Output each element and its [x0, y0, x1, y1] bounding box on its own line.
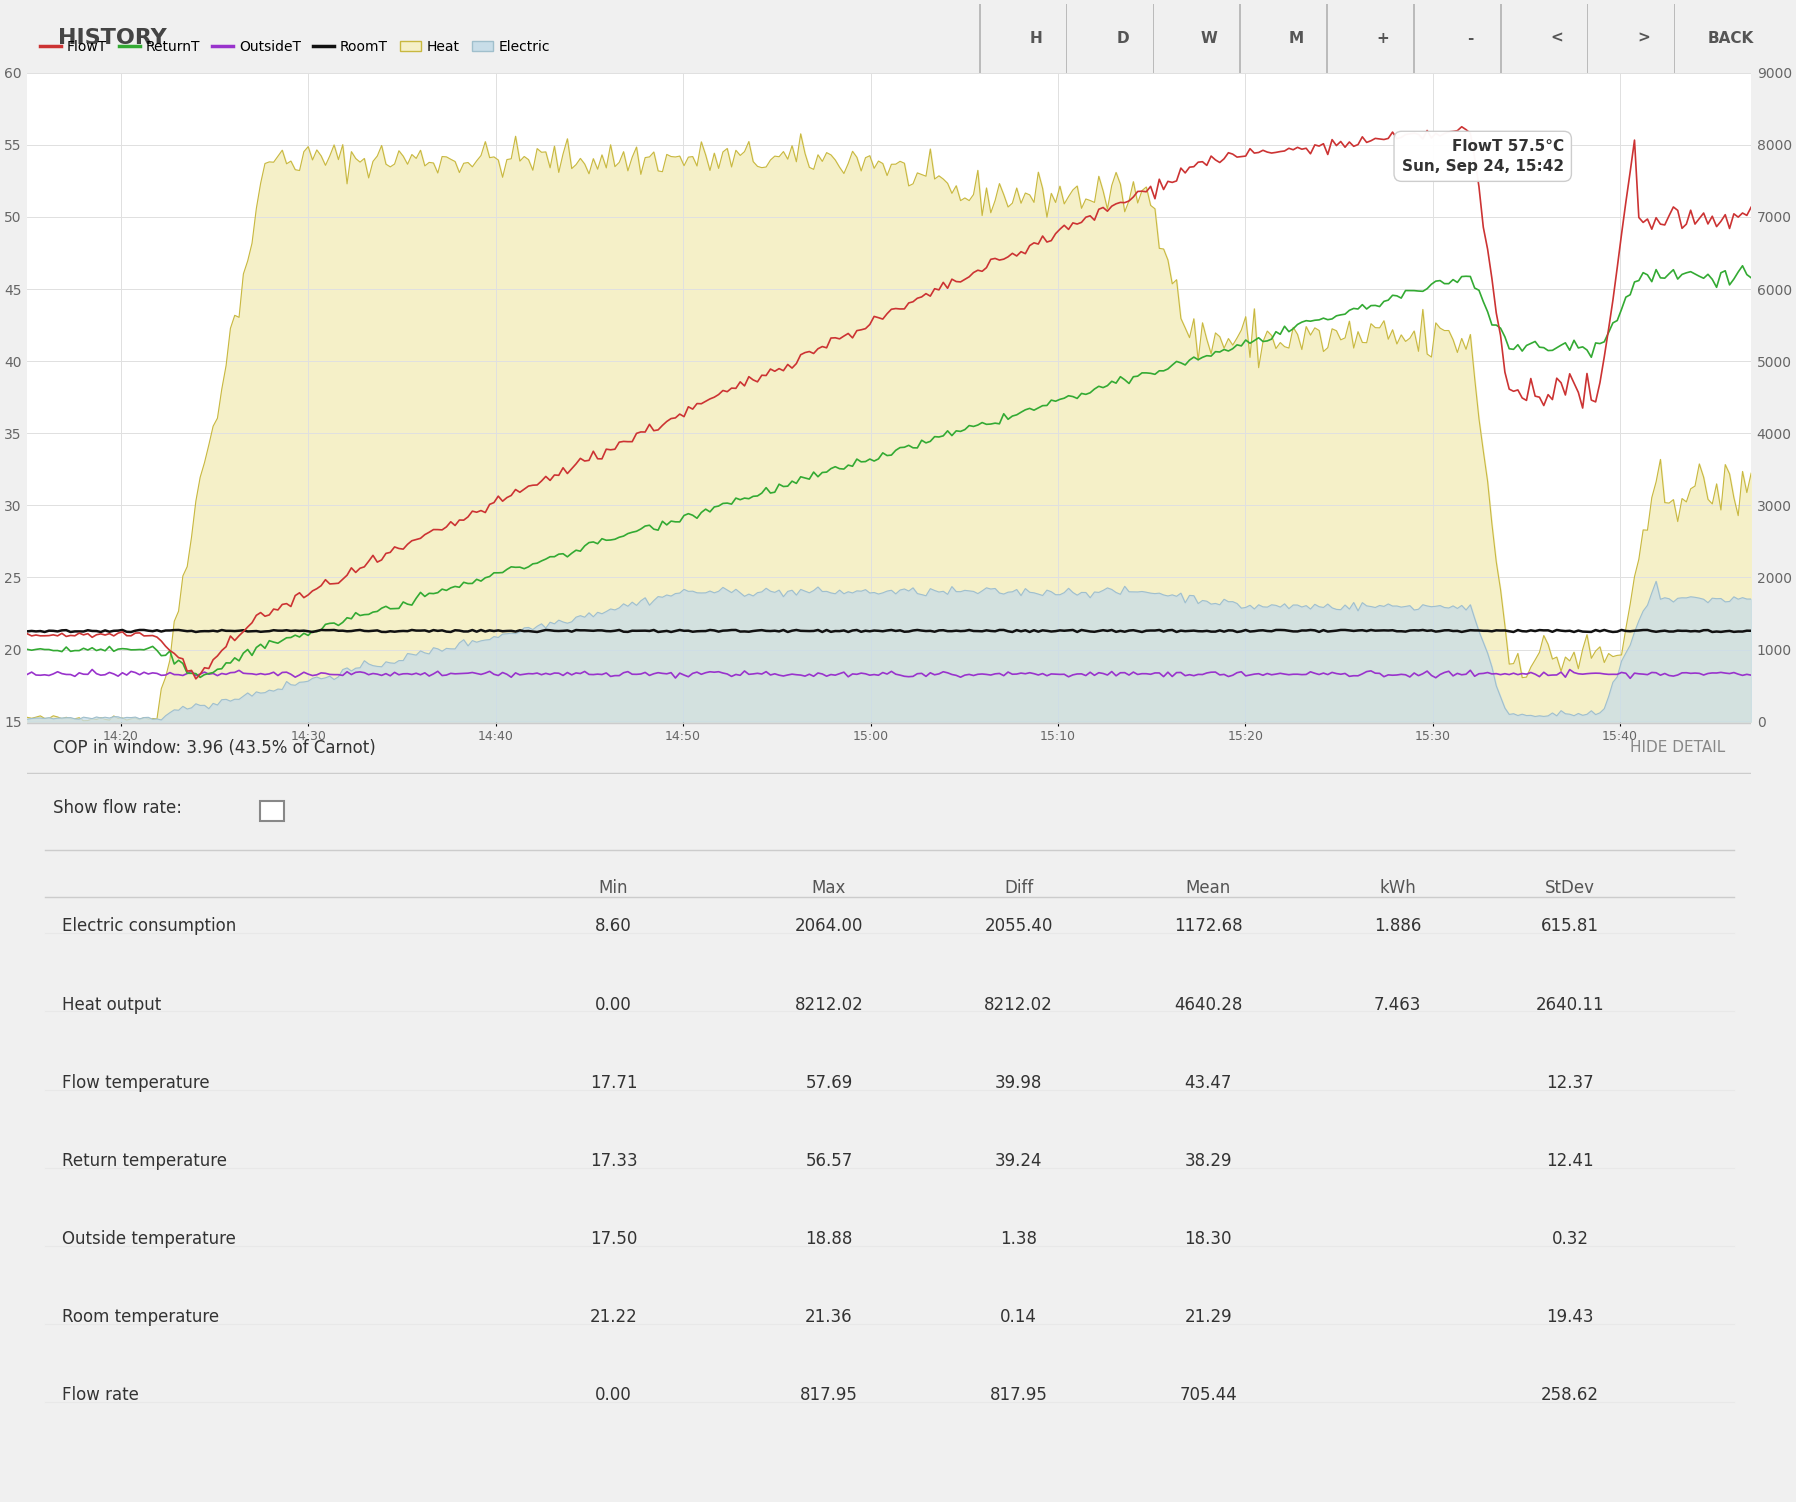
Text: 0.00: 0.00: [594, 996, 632, 1014]
Text: kWh: kWh: [1379, 879, 1417, 897]
Text: 12.37: 12.37: [1546, 1074, 1595, 1092]
Text: D: D: [1117, 32, 1130, 47]
Text: -: -: [1467, 32, 1473, 47]
Text: 7.463: 7.463: [1374, 996, 1421, 1014]
Text: BACK: BACK: [1708, 32, 1753, 47]
Text: 1.38: 1.38: [1000, 1230, 1036, 1248]
Legend: FlowT, ReturnT, OutsideT, RoomT, Heat, Electric: FlowT, ReturnT, OutsideT, RoomT, Heat, E…: [34, 35, 555, 60]
Text: Outside temperature: Outside temperature: [61, 1230, 235, 1248]
Text: 0.14: 0.14: [1000, 1308, 1036, 1326]
Text: 8.60: 8.60: [594, 918, 632, 936]
Text: 19.43: 19.43: [1546, 1308, 1593, 1326]
Text: HISTORY: HISTORY: [59, 29, 167, 48]
Text: HIDE DETAIL: HIDE DETAIL: [1631, 740, 1726, 756]
Text: 38.29: 38.29: [1184, 1152, 1232, 1170]
Text: W: W: [1202, 32, 1218, 47]
Text: Flow rate: Flow rate: [61, 1386, 138, 1404]
Text: Max: Max: [812, 879, 846, 897]
Text: Min: Min: [598, 879, 629, 897]
Text: 817.95: 817.95: [990, 1386, 1047, 1404]
Text: 8212.02: 8212.02: [794, 996, 864, 1014]
Text: FlowT 57.5°C
Sun, Sep 24, 15:42: FlowT 57.5°C Sun, Sep 24, 15:42: [1401, 138, 1564, 174]
Text: 615.81: 615.81: [1541, 918, 1598, 936]
Text: <: <: [1550, 32, 1563, 47]
Text: 2640.11: 2640.11: [1536, 996, 1604, 1014]
Text: Heat output: Heat output: [61, 996, 162, 1014]
Text: 8212.02: 8212.02: [984, 996, 1052, 1014]
Text: 43.47: 43.47: [1185, 1074, 1232, 1092]
Text: 17.50: 17.50: [589, 1230, 638, 1248]
Text: Diff: Diff: [1004, 879, 1033, 897]
Text: 21.22: 21.22: [589, 1308, 638, 1326]
Text: 1172.68: 1172.68: [1175, 918, 1243, 936]
Text: 705.44: 705.44: [1180, 1386, 1237, 1404]
Text: Mean: Mean: [1185, 879, 1230, 897]
Text: +: +: [1378, 32, 1390, 47]
Text: 39.24: 39.24: [995, 1152, 1042, 1170]
Text: 17.71: 17.71: [589, 1074, 638, 1092]
Text: 57.69: 57.69: [805, 1074, 853, 1092]
Text: 4640.28: 4640.28: [1175, 996, 1243, 1014]
Text: Room temperature: Room temperature: [61, 1308, 219, 1326]
Text: 12.41: 12.41: [1546, 1152, 1595, 1170]
Text: 2055.40: 2055.40: [984, 918, 1052, 936]
Text: M: M: [1290, 32, 1304, 47]
Text: 18.30: 18.30: [1184, 1230, 1232, 1248]
Text: >: >: [1638, 32, 1651, 47]
Text: 0.00: 0.00: [594, 1386, 632, 1404]
Text: 21.29: 21.29: [1184, 1308, 1232, 1326]
Text: 17.33: 17.33: [589, 1152, 638, 1170]
Text: 21.36: 21.36: [805, 1308, 853, 1326]
Text: H: H: [1029, 32, 1042, 47]
Text: 817.95: 817.95: [799, 1386, 858, 1404]
Text: 39.98: 39.98: [995, 1074, 1042, 1092]
Text: 0.32: 0.32: [1552, 1230, 1589, 1248]
Text: Return temperature: Return temperature: [61, 1152, 226, 1170]
Text: 258.62: 258.62: [1541, 1386, 1598, 1404]
Text: 2064.00: 2064.00: [794, 918, 864, 936]
Text: StDev: StDev: [1545, 879, 1595, 897]
Text: 56.57: 56.57: [805, 1152, 853, 1170]
Text: 18.88: 18.88: [805, 1230, 853, 1248]
Text: Flow temperature: Flow temperature: [61, 1074, 210, 1092]
Text: Electric consumption: Electric consumption: [61, 918, 235, 936]
Text: COP in window: 3.96 (43.5% of Carnot): COP in window: 3.96 (43.5% of Carnot): [54, 739, 375, 757]
Text: Show flow rate:: Show flow rate:: [54, 799, 181, 817]
Text: 1.886: 1.886: [1374, 918, 1421, 936]
FancyBboxPatch shape: [260, 801, 284, 822]
